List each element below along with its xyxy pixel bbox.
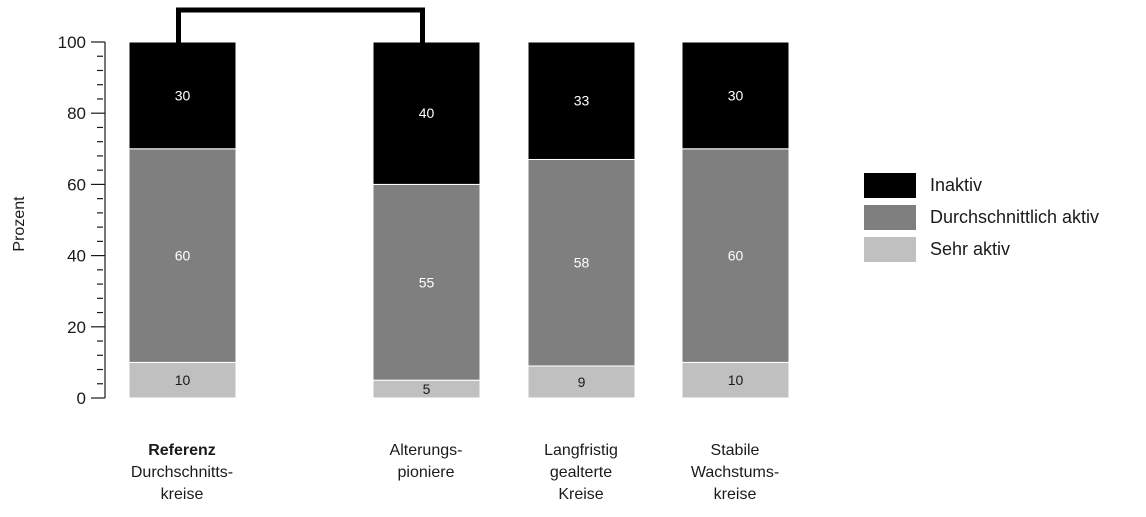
y-tick-label: 80 <box>67 104 86 123</box>
category-label-line1: Langfristig <box>544 442 618 459</box>
bar-data-label-durchschnittlich-aktiv: 60 <box>175 248 191 264</box>
bar-segment-durchschnittlich-aktiv <box>372 183 481 381</box>
legend-swatch-inaktiv <box>864 173 916 198</box>
legend-swatch-sehr-aktiv <box>864 237 916 262</box>
bar-segment-inaktiv <box>128 41 237 150</box>
y-tick-label: 20 <box>67 318 86 337</box>
bar-data-label-sehr-aktiv: 5 <box>423 381 431 397</box>
category-label-line3: kreise <box>160 486 204 503</box>
bracket-corner-dot <box>176 7 181 13</box>
bar-data-label-sehr-aktiv: 9 <box>578 374 586 390</box>
bar-segment-sehr-aktiv <box>681 361 790 399</box>
legend-label-sehr-aktiv: Sehr aktiv <box>930 239 1011 259</box>
bar-data-label-inaktiv: 33 <box>574 93 590 109</box>
y-tick-label: 60 <box>67 175 86 194</box>
y-tick-label: 0 <box>77 389 86 408</box>
bar-segment-inaktiv <box>372 41 481 185</box>
category-label-line3: kreise <box>713 486 757 503</box>
category-label-stabile: Stabile Wachstums- kreise <box>650 440 820 506</box>
category-label-line1: Stabile <box>710 442 760 459</box>
legend-swatch-durchschnittlich-aktiv <box>864 205 916 230</box>
legend-label-inaktiv: Inaktiv <box>930 175 983 195</box>
category-label-line2: Wachstums- <box>690 464 780 481</box>
legend: Inaktiv Durchschnittlich aktiv Sehr akti… <box>864 173 1099 262</box>
legend-label-durchschnittlich-aktiv: Durchschnittlich aktiv <box>930 207 1100 227</box>
bracket-corner-dot <box>420 7 425 13</box>
legend-item-inaktiv: Inaktiv <box>864 173 1099 198</box>
bar-data-label-durchschnittlich-aktiv: 58 <box>574 255 590 271</box>
bar-segment-inaktiv <box>681 41 790 150</box>
bar-segment-durchschnittlich-aktiv <box>681 148 790 363</box>
bar-data-label-durchschnittlich-aktiv: 60 <box>728 248 744 264</box>
bar-segment-sehr-aktiv <box>128 361 237 399</box>
y-axis-label: Prozent <box>11 196 28 252</box>
legend-item-sehr-aktiv: Sehr aktiv <box>864 237 1099 262</box>
bar-data-label-inaktiv: 30 <box>175 87 191 103</box>
legend-item-durchschnittlich-aktiv: Durchschnittlich aktiv <box>864 205 1099 230</box>
y-tick-label: 100 <box>58 33 86 52</box>
bar-segment-inaktiv <box>527 41 636 160</box>
y-tick-label: 40 <box>67 247 86 266</box>
category-label-alterungspioniere: Alterungs- pioniere <box>341 440 511 484</box>
category-label-line2: Durchschnitts- <box>130 464 234 481</box>
category-label-line1: Alterungs- <box>389 442 463 459</box>
category-label-line2: gealterte <box>549 464 613 481</box>
category-label-line2: pioniere <box>397 464 455 481</box>
bar-data-label-durchschnittlich-aktiv: 55 <box>419 274 435 290</box>
comparison-bracket <box>176 7 425 43</box>
bar-data-label-inaktiv: 30 <box>728 87 744 103</box>
bar-segment-durchschnittlich-aktiv <box>128 148 237 363</box>
category-label-referenz: Referenz Durchschnitts- kreise <box>97 440 267 506</box>
category-label-line1: Referenz <box>148 442 216 459</box>
bar-data-label-sehr-aktiv: 10 <box>728 372 744 388</box>
category-label-langfristig: Langfristig gealterte Kreise <box>496 440 666 506</box>
bar-data-label-sehr-aktiv: 10 <box>175 372 191 388</box>
category-label-line3: Kreise <box>558 486 604 503</box>
bar-segment-durchschnittlich-aktiv <box>527 158 636 367</box>
bar-data-label-inaktiv: 40 <box>419 105 435 121</box>
